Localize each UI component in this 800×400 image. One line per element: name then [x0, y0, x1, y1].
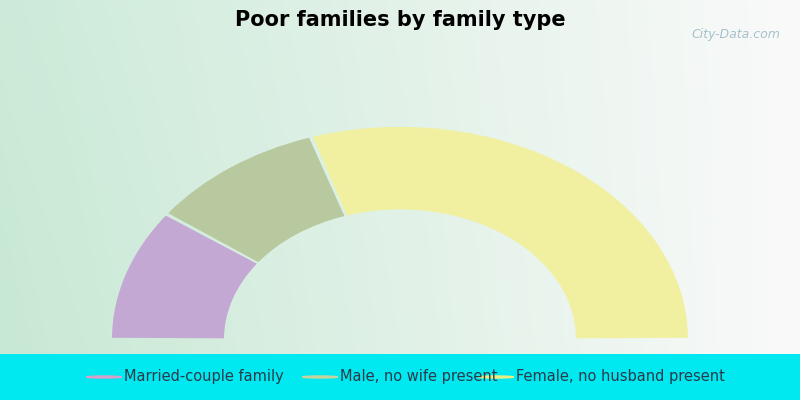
Wedge shape	[168, 138, 345, 262]
Text: Female, no husband present: Female, no husband present	[516, 370, 725, 384]
Text: Poor families by family type: Poor families by family type	[234, 10, 566, 30]
Text: Male, no wife present: Male, no wife present	[340, 370, 498, 384]
Text: Married-couple family: Married-couple family	[124, 370, 284, 384]
Circle shape	[478, 376, 514, 378]
Wedge shape	[112, 216, 257, 338]
Circle shape	[86, 376, 122, 378]
Text: City-Data.com: City-Data.com	[691, 28, 780, 41]
Circle shape	[302, 376, 338, 378]
Wedge shape	[313, 127, 688, 338]
